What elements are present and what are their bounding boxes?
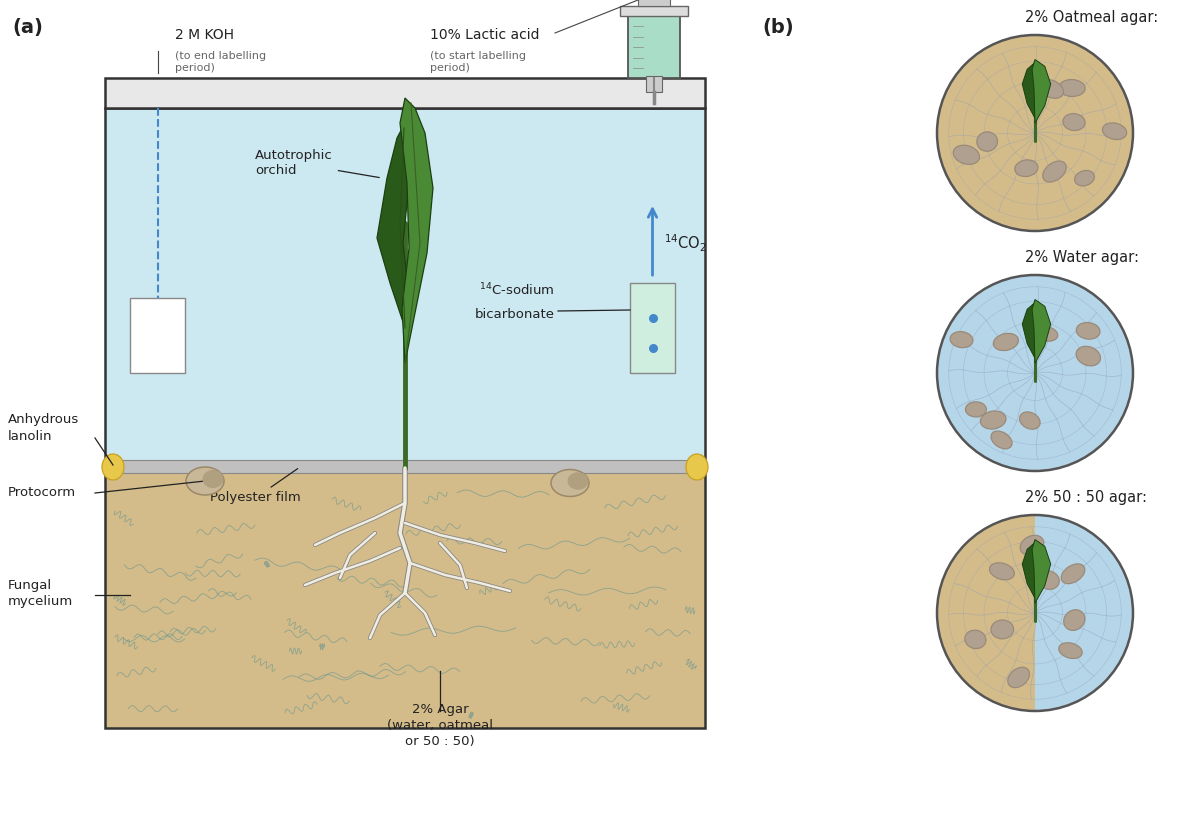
Ellipse shape bbox=[965, 631, 986, 649]
Ellipse shape bbox=[551, 470, 589, 496]
Ellipse shape bbox=[990, 563, 1014, 580]
FancyBboxPatch shape bbox=[130, 298, 185, 373]
Ellipse shape bbox=[186, 467, 224, 495]
Ellipse shape bbox=[966, 402, 986, 416]
Ellipse shape bbox=[1039, 79, 1063, 98]
Ellipse shape bbox=[991, 431, 1012, 449]
Ellipse shape bbox=[686, 454, 708, 480]
FancyBboxPatch shape bbox=[620, 6, 688, 16]
Text: 2% 50 : 50 agar:: 2% 50 : 50 agar: bbox=[1025, 490, 1147, 505]
Polygon shape bbox=[937, 515, 1034, 711]
Text: Protocorm: Protocorm bbox=[8, 486, 76, 500]
FancyBboxPatch shape bbox=[630, 283, 674, 373]
Ellipse shape bbox=[1103, 123, 1127, 140]
Polygon shape bbox=[1022, 62, 1038, 118]
Text: 2 M KOH: 2 M KOH bbox=[175, 28, 234, 42]
Ellipse shape bbox=[568, 472, 588, 490]
Ellipse shape bbox=[1032, 326, 1057, 342]
Ellipse shape bbox=[1038, 571, 1060, 590]
Ellipse shape bbox=[102, 454, 124, 480]
Ellipse shape bbox=[1061, 564, 1085, 584]
Text: 2% Agar
(water, oatmeal
or 50 : 50): 2% Agar (water, oatmeal or 50 : 50) bbox=[388, 703, 493, 748]
Text: (to start labelling
period): (to start labelling period) bbox=[430, 51, 526, 73]
FancyBboxPatch shape bbox=[106, 78, 706, 108]
Text: Anhydrous
lanolin: Anhydrous lanolin bbox=[8, 413, 79, 442]
Polygon shape bbox=[377, 123, 412, 328]
FancyBboxPatch shape bbox=[106, 460, 706, 473]
Ellipse shape bbox=[994, 333, 1019, 351]
Polygon shape bbox=[400, 98, 433, 363]
Ellipse shape bbox=[1020, 412, 1040, 429]
Ellipse shape bbox=[953, 145, 979, 164]
Ellipse shape bbox=[977, 132, 997, 152]
Polygon shape bbox=[1032, 59, 1051, 123]
Text: (a): (a) bbox=[12, 18, 43, 37]
FancyBboxPatch shape bbox=[106, 468, 706, 728]
Ellipse shape bbox=[203, 470, 223, 488]
Text: 2% Water agar:: 2% Water agar: bbox=[1025, 250, 1139, 265]
Polygon shape bbox=[1022, 542, 1038, 598]
Text: Autotrophic
orchid: Autotrophic orchid bbox=[254, 149, 379, 177]
Text: 10% Lactic acid: 10% Lactic acid bbox=[430, 28, 540, 42]
Ellipse shape bbox=[980, 411, 1006, 429]
FancyBboxPatch shape bbox=[646, 76, 662, 92]
Ellipse shape bbox=[1043, 161, 1067, 182]
Ellipse shape bbox=[937, 275, 1133, 471]
Ellipse shape bbox=[1076, 347, 1100, 366]
Text: $^{14}$C-sodium: $^{14}$C-sodium bbox=[480, 282, 554, 298]
Polygon shape bbox=[1022, 302, 1038, 358]
Ellipse shape bbox=[991, 620, 1014, 639]
Text: (to end labelling
period): (to end labelling period) bbox=[175, 51, 266, 73]
Text: bicarbonate: bicarbonate bbox=[475, 308, 554, 321]
Polygon shape bbox=[1034, 515, 1133, 711]
Ellipse shape bbox=[1058, 643, 1082, 659]
Ellipse shape bbox=[1008, 667, 1030, 688]
Text: Polyester film: Polyester film bbox=[210, 469, 301, 505]
Text: 2% Oatmeal agar:: 2% Oatmeal agar: bbox=[1025, 10, 1158, 25]
FancyBboxPatch shape bbox=[628, 16, 680, 78]
Polygon shape bbox=[1032, 540, 1051, 603]
Ellipse shape bbox=[1063, 610, 1085, 631]
Text: (b): (b) bbox=[762, 18, 793, 37]
Ellipse shape bbox=[1015, 160, 1038, 177]
Polygon shape bbox=[1032, 300, 1051, 363]
FancyBboxPatch shape bbox=[638, 0, 670, 6]
Ellipse shape bbox=[1020, 536, 1044, 556]
Ellipse shape bbox=[1063, 113, 1085, 131]
Ellipse shape bbox=[937, 35, 1133, 231]
FancyBboxPatch shape bbox=[106, 108, 706, 468]
Ellipse shape bbox=[950, 332, 973, 347]
Text: $^{14}$CO$_2$: $^{14}$CO$_2$ bbox=[665, 232, 708, 254]
Ellipse shape bbox=[1075, 171, 1094, 186]
Ellipse shape bbox=[1076, 322, 1100, 339]
Text: Fungal
mycelium: Fungal mycelium bbox=[8, 578, 73, 607]
Ellipse shape bbox=[1058, 79, 1085, 97]
